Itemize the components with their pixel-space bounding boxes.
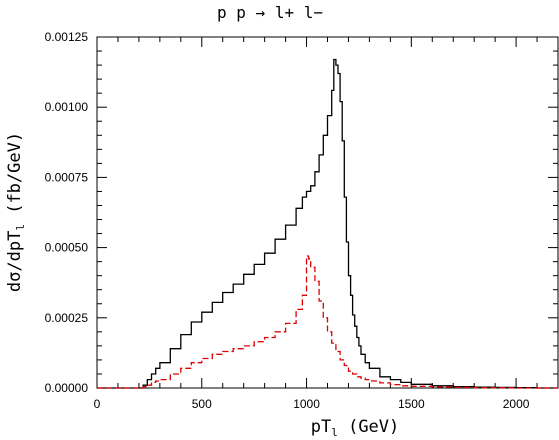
x-axis-label-subscript: l [331, 426, 338, 439]
series-layer [97, 58, 558, 389]
y-tick-label: 0.00075 [45, 170, 89, 184]
plot-frame [96, 36, 559, 389]
y-tick-label: 0.00050 [45, 241, 89, 255]
y-axis-ticks: 0.00000 0.00025 0.00050 0.00075 0.00100 0.001… [45, 30, 558, 395]
x-axis-label-main: pT [311, 417, 331, 437]
y-tick-label: 0.00000 [45, 381, 89, 395]
x-tick-label: 1500 [398, 397, 425, 411]
y-axis-label-unit: (fb/GeV) [5, 132, 25, 224]
y-axis-label-main: dσ/dpT [5, 231, 25, 292]
x-tick-label: 2000 [503, 397, 530, 411]
chart-title: p p → l+ l− [217, 3, 323, 22]
y-tick-label: 0.00100 [45, 100, 89, 114]
x-tick-label: 0 [94, 397, 101, 411]
y-tick-label: 0.00025 [45, 311, 89, 325]
series-1-line [97, 58, 558, 389]
x-axis-label-unit: (GeV) [338, 417, 399, 437]
x-tick-label: 1000 [293, 397, 320, 411]
x-tick-label: 500 [192, 397, 212, 411]
x-axis-ticks: 0 500 1000 1500 2000 [94, 37, 559, 411]
series-2-line [97, 255, 558, 389]
y-tick-label: 0.00125 [45, 30, 89, 44]
x-axis-label: pTl (GeV) [311, 417, 400, 439]
y-axis-label: dσ/dpTl (fb/GeV) [5, 132, 27, 292]
y-axis-label-subscript: l [14, 224, 27, 231]
